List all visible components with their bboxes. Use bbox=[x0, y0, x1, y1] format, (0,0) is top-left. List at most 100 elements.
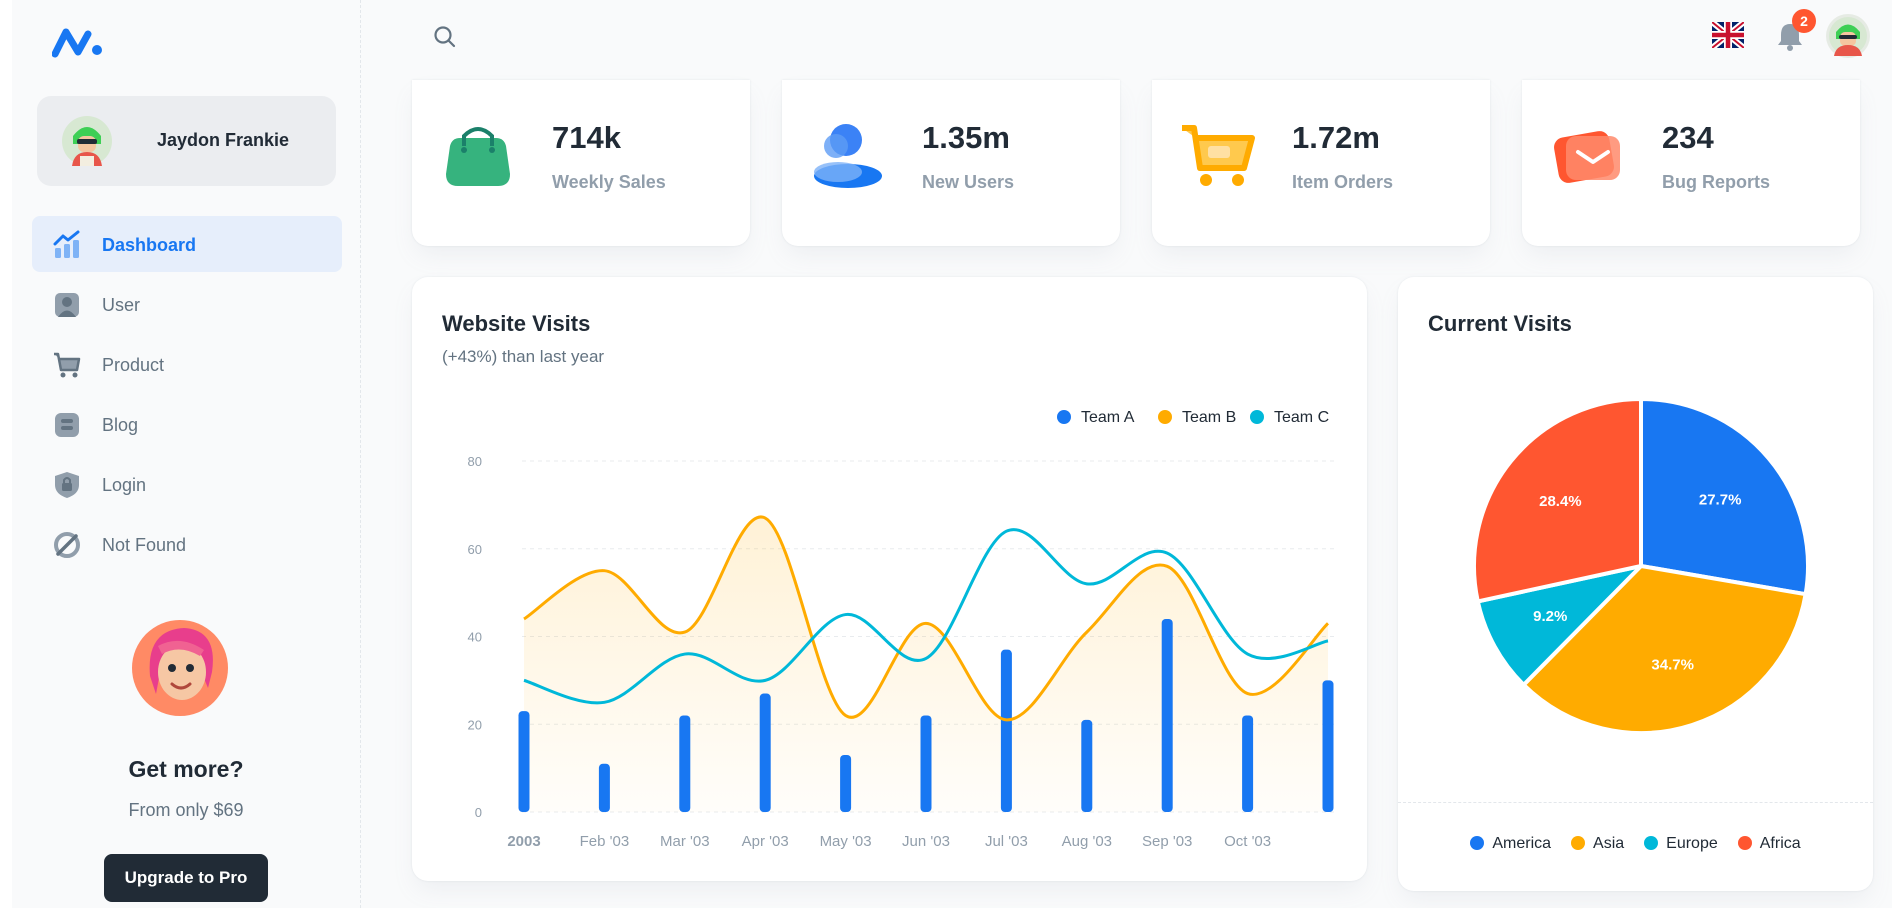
line-team-c bbox=[523, 528, 1329, 705]
pie-legend: America Asia Europe Africa bbox=[1398, 835, 1873, 853]
x-tick-label: Sep '03 bbox=[1142, 833, 1192, 850]
bar-team-a bbox=[920, 715, 932, 812]
sidebar-item-user[interactable]: User bbox=[32, 276, 342, 332]
bar-team-a bbox=[1242, 715, 1254, 812]
legend-label: Asia bbox=[1593, 835, 1625, 852]
promo-subtitle: From only $69 bbox=[128, 800, 244, 820]
legend-dot bbox=[1158, 410, 1172, 424]
legend-label: America bbox=[1492, 835, 1552, 852]
disabled-icon bbox=[54, 532, 80, 558]
legend-label: Team B bbox=[1182, 409, 1236, 426]
message-icon bbox=[1554, 131, 1620, 183]
card-title: Website Visits bbox=[442, 311, 591, 336]
bar-team-a bbox=[1081, 719, 1093, 812]
bar-team-a bbox=[679, 715, 691, 812]
x-tick-label: Jun '03 bbox=[902, 833, 950, 850]
stat-value: 1.35m bbox=[922, 120, 1010, 155]
stat-card-item-orders: 1.72m Item Orders bbox=[1152, 80, 1490, 246]
y-tick-label: 80 bbox=[468, 454, 482, 469]
bar-team-a bbox=[840, 754, 852, 812]
shopping-bag-icon bbox=[446, 127, 510, 186]
legend-item: America bbox=[1470, 835, 1551, 853]
sidebar-item-product[interactable]: Product bbox=[32, 336, 342, 392]
stat-card-weekly-sales: 714k Weekly Sales bbox=[412, 80, 750, 246]
x-tick-label: Oct '03 bbox=[1224, 833, 1271, 850]
legend-label: Team C bbox=[1274, 409, 1329, 426]
pie-slice-label: 28.4% bbox=[1539, 493, 1582, 510]
users-icon bbox=[814, 124, 882, 188]
stat-label: Weekly Sales bbox=[552, 172, 666, 192]
legend-label: Europe bbox=[1666, 835, 1718, 852]
sidebar-item-dashboard[interactable]: Dashboard bbox=[32, 216, 342, 272]
legend-item: Asia bbox=[1571, 835, 1624, 853]
avatar bbox=[62, 116, 112, 166]
current-visits-pie-chart: 27.7% 34.7% 9.2% 28.4% bbox=[1472, 397, 1810, 735]
stat-card-bug-reports: 234 Bug Reports bbox=[1522, 80, 1860, 246]
user-icon bbox=[55, 293, 79, 317]
sidebar-item-login[interactable]: Login bbox=[32, 456, 342, 512]
x-tick-label: Aug '03 bbox=[1062, 833, 1112, 850]
stat-value: 1.72m bbox=[1292, 120, 1380, 155]
stat-label: Bug Reports bbox=[1662, 172, 1770, 192]
sidebar-item-label: User bbox=[102, 295, 141, 315]
legend-dot bbox=[1737, 836, 1752, 850]
x-tick-label: Mar '03 bbox=[660, 833, 710, 850]
upgrade-button[interactable]: Upgrade to Pro bbox=[104, 854, 268, 902]
search-icon[interactable] bbox=[432, 24, 458, 50]
sidebar-item-blog[interactable]: Blog bbox=[32, 396, 342, 452]
sidebar: Jaydon Frankie Dashboard User bbox=[12, 0, 361, 908]
bar-team-a bbox=[1322, 680, 1334, 812]
promo-avatar-image bbox=[132, 620, 228, 716]
pie-slice-label: 34.7% bbox=[1651, 657, 1694, 674]
x-tick-label: Feb '03 bbox=[580, 833, 630, 850]
sidebar-item-label: Not Found bbox=[102, 535, 187, 555]
bar-team-a bbox=[598, 763, 610, 812]
y-tick-label: 0 bbox=[475, 805, 482, 820]
y-tick-label: 20 bbox=[468, 717, 482, 732]
stat-value: 714k bbox=[552, 120, 621, 155]
pie-slice bbox=[1521, 564, 1808, 735]
legend-label: Africa bbox=[1759, 835, 1801, 852]
card-subtitle: (+43%) than last year bbox=[442, 347, 605, 366]
legend-dot bbox=[1571, 836, 1586, 850]
stat-label: New Users bbox=[922, 172, 1015, 192]
blog-icon bbox=[55, 413, 79, 437]
stat-label: Item Orders bbox=[1292, 172, 1394, 192]
divider bbox=[1398, 802, 1873, 803]
bar-team-a bbox=[1161, 618, 1173, 812]
sidebar-item-label: Product bbox=[102, 355, 165, 375]
legend-dot bbox=[1644, 836, 1659, 850]
website-visits-card: Website Visits (+43%) than last year 0 20… bbox=[412, 277, 1367, 881]
y-tick-label: 40 bbox=[468, 630, 482, 645]
shopping-cart-icon bbox=[1182, 125, 1255, 186]
bar-team-a bbox=[759, 693, 771, 812]
lock-icon bbox=[55, 472, 79, 498]
account-card[interactable]: Jaydon Frankie bbox=[37, 96, 336, 186]
sidebar-item-label: Login bbox=[102, 475, 147, 495]
y-tick-label: 60 bbox=[468, 542, 482, 557]
stat-value: 234 bbox=[1662, 120, 1714, 155]
pie-slice bbox=[1639, 397, 1810, 597]
legend-label: Team A bbox=[1081, 409, 1135, 426]
legend-dot bbox=[1057, 410, 1071, 424]
area-fill-team-b bbox=[524, 516, 1328, 812]
avatar[interactable] bbox=[1826, 14, 1870, 58]
pie-slice-label: 9.2% bbox=[1533, 608, 1567, 625]
legend-item: Africa bbox=[1737, 835, 1801, 853]
x-tick-label: Jul '03 bbox=[985, 833, 1028, 850]
pie-slice-label: 27.7% bbox=[1699, 491, 1742, 508]
x-tick-label: Apr '03 bbox=[742, 833, 789, 850]
promo-title: Get more? bbox=[128, 756, 244, 782]
website-visits-chart: 0 20 40 60 80 2003 Feb '03 Mar '03 Apr '03 May '0… bbox=[468, 409, 1336, 850]
sidebar-item-label: Blog bbox=[102, 415, 139, 435]
bar-team-a bbox=[518, 711, 530, 812]
chart-icon bbox=[53, 230, 80, 258]
sidebar-item-not-found[interactable]: Not Found bbox=[32, 516, 342, 572]
sidebar-nav: Dashboard User Product bbox=[32, 216, 342, 576]
sidebar-item-label: Dashboard bbox=[102, 235, 197, 255]
notification-badge: 2 bbox=[1792, 9, 1816, 33]
stat-card-new-users: 1.35m New Users bbox=[782, 80, 1120, 246]
logo-icon[interactable] bbox=[52, 26, 104, 58]
uk-flag-icon[interactable] bbox=[1712, 22, 1744, 48]
x-tick-label: 2003 bbox=[507, 833, 540, 850]
